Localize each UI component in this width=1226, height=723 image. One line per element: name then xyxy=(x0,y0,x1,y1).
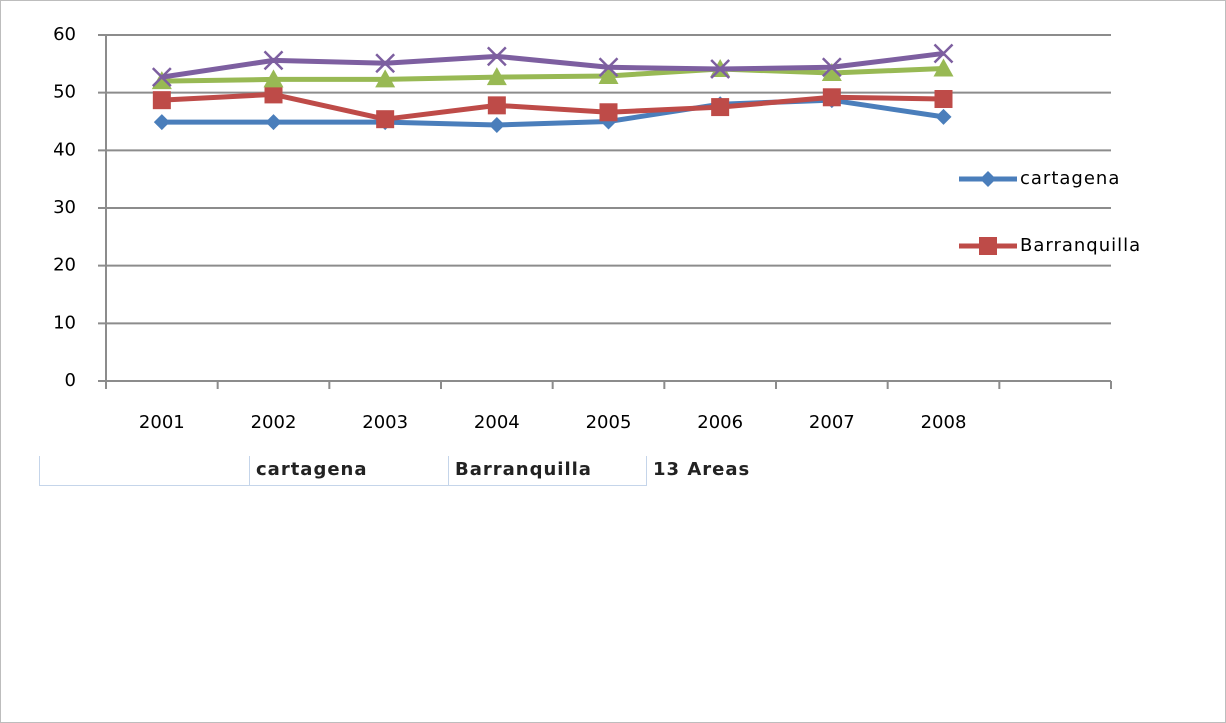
marker xyxy=(488,116,505,133)
marker xyxy=(934,90,953,109)
legend-label: cartagena xyxy=(1020,168,1120,189)
x-tick-label: 2007 xyxy=(809,412,855,433)
y-tick-label: 60 xyxy=(53,24,76,45)
y-tick-label: 30 xyxy=(53,197,76,218)
series-line xyxy=(161,65,944,84)
series-line xyxy=(161,50,944,80)
marker xyxy=(486,46,507,67)
sheet-cell: Barranquilla xyxy=(448,456,646,486)
marker xyxy=(821,57,842,78)
marker xyxy=(598,57,619,78)
marker xyxy=(980,171,996,187)
marker xyxy=(933,43,954,64)
marker xyxy=(487,96,506,115)
marker xyxy=(711,98,730,117)
marker xyxy=(821,63,842,82)
series-line xyxy=(161,91,944,122)
marker xyxy=(933,58,954,77)
y-tick-label: 10 xyxy=(53,312,76,333)
marker xyxy=(264,85,283,104)
marker xyxy=(486,67,507,86)
marker xyxy=(598,65,619,84)
marker xyxy=(822,88,841,107)
x-tick-label: 2003 xyxy=(362,412,408,433)
x-tick-label: 2006 xyxy=(697,412,743,433)
sheet-cell: cartagena xyxy=(249,456,448,486)
sheet-cell xyxy=(39,456,249,486)
marker xyxy=(599,103,618,122)
marker xyxy=(263,69,284,88)
marker xyxy=(376,110,395,129)
x-tick-label: 2008 xyxy=(921,412,967,433)
x-tick-label: 2005 xyxy=(586,412,632,433)
marker xyxy=(151,67,172,87)
marker xyxy=(153,114,170,131)
marker xyxy=(935,108,952,125)
marker xyxy=(710,59,731,79)
chart: 0 10 20 30 40 50 60 2001 2002 2003 2004 2005 2006 200… xyxy=(53,24,1141,433)
legend-label: Barranquilla xyxy=(1020,235,1141,256)
x-tick-label: 2002 xyxy=(251,412,297,433)
marker xyxy=(263,50,284,71)
sheet-cell: 13 Areas xyxy=(646,456,789,486)
y-tick-label: 40 xyxy=(53,139,76,160)
marker xyxy=(152,91,171,110)
marker xyxy=(979,237,997,255)
marker xyxy=(375,69,396,88)
y-tick-label: 50 xyxy=(53,82,76,103)
y-tick-label: 0 xyxy=(65,370,76,391)
marker xyxy=(265,114,282,131)
y-tick-label: 20 xyxy=(53,255,76,276)
marker xyxy=(151,71,172,90)
x-tick-label: 2001 xyxy=(139,412,185,433)
x-tick-label: 2004 xyxy=(474,412,520,433)
marker xyxy=(375,53,396,74)
